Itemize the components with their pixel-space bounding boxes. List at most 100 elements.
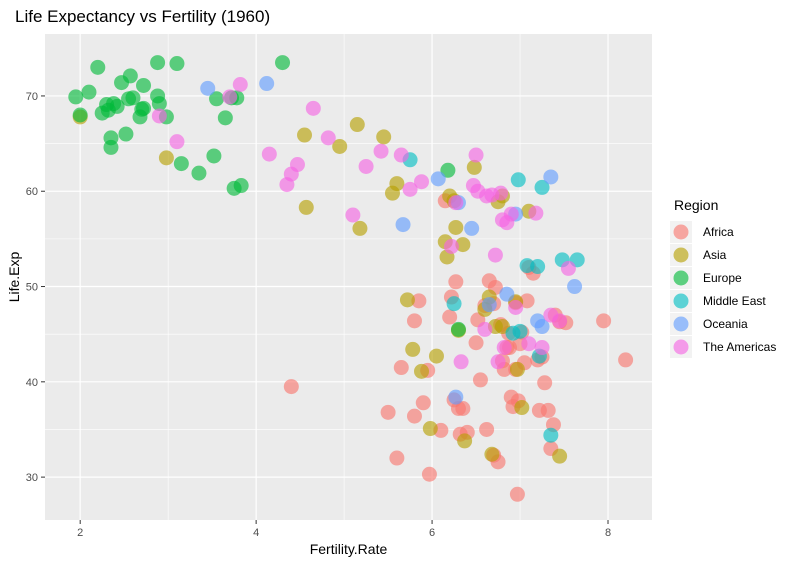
point-the-americas [222, 89, 238, 105]
point-the-americas [345, 207, 361, 223]
legend-label-africa: Africa [703, 225, 734, 239]
point-oceania [430, 171, 446, 187]
point-asia [376, 129, 392, 145]
x-axis-title: Fertility.Rate [310, 541, 388, 557]
point-asia [422, 421, 438, 437]
point-asia [298, 199, 314, 215]
y-axis-title: Life.Exp [6, 251, 22, 302]
point-middle-east [446, 296, 462, 312]
point-asia [484, 446, 500, 462]
point-middle-east [530, 259, 546, 275]
point-europe [72, 107, 88, 123]
point-africa [519, 293, 535, 309]
point-the-americas [289, 157, 305, 173]
point-africa [406, 408, 422, 424]
x-tick-label: 4 [253, 527, 259, 539]
point-africa [393, 360, 409, 376]
point-middle-east [534, 179, 550, 195]
legend: Region Africa Asia Europe Middle East Oceani… [670, 197, 776, 358]
point-the-americas [560, 260, 576, 276]
y-tick-label: 50 [26, 282, 38, 294]
point-asia [509, 361, 525, 377]
point-the-americas [503, 206, 519, 222]
point-europe [81, 84, 97, 100]
point-the-americas [443, 239, 459, 255]
legend-swatch-oceania [673, 316, 689, 332]
point-asia [414, 363, 430, 379]
point-africa [618, 352, 634, 368]
x-tick-label: 2 [77, 527, 83, 539]
point-europe [136, 77, 152, 93]
point-asia [466, 159, 482, 175]
point-the-americas [508, 299, 524, 315]
point-africa [411, 293, 427, 309]
point-africa [596, 313, 612, 329]
point-the-americas [453, 354, 469, 370]
point-the-americas [402, 181, 418, 197]
legend-label-the-americas: The Americas [703, 340, 776, 354]
point-the-americas [493, 185, 509, 201]
point-asia [352, 220, 368, 236]
y-tick-label: 70 [26, 91, 38, 103]
point-the-americas [534, 340, 550, 356]
point-africa [509, 486, 525, 502]
point-africa [448, 274, 464, 290]
point-africa [455, 401, 471, 417]
x-tick-label: 6 [429, 527, 435, 539]
point-europe [136, 100, 152, 116]
point-africa [380, 404, 396, 420]
legend-label-asia: Asia [703, 248, 727, 262]
point-the-americas [528, 205, 544, 221]
y-tick-label: 30 [26, 472, 38, 484]
point-middle-east [543, 427, 559, 443]
legend-swatch-africa [673, 224, 689, 240]
point-africa [389, 450, 405, 466]
legend-label-europe: Europe [703, 271, 742, 285]
point-europe [118, 126, 134, 142]
point-the-americas [414, 174, 430, 190]
point-oceania [200, 80, 216, 96]
point-the-americas [169, 134, 185, 150]
point-the-americas [151, 108, 167, 124]
point-the-americas [320, 130, 336, 146]
point-the-americas [468, 147, 484, 163]
point-asia [399, 292, 415, 308]
point-europe [68, 89, 84, 105]
point-africa [283, 379, 299, 395]
point-oceania [543, 169, 559, 185]
point-europe [233, 178, 249, 194]
data-points [68, 55, 634, 502]
legend-swatch-europe [673, 270, 689, 286]
point-asia [552, 448, 568, 464]
point-oceania [395, 217, 411, 233]
point-the-americas [305, 100, 321, 116]
axis-ticks: 2 4 6 8 30 40 50 60 70 [26, 91, 611, 539]
point-the-americas [448, 195, 464, 211]
chart-title: Life Expectancy vs Fertility (1960) [15, 7, 270, 26]
point-europe [206, 148, 222, 164]
point-the-americas [477, 321, 493, 337]
point-europe [125, 90, 141, 106]
point-oceania [464, 220, 480, 236]
point-asia [428, 348, 444, 364]
point-asia [297, 127, 313, 143]
point-middle-east [512, 323, 528, 339]
point-europe [191, 165, 207, 181]
point-africa [421, 466, 437, 482]
point-europe [217, 110, 233, 126]
legend-swatch-middle-east [673, 293, 689, 309]
point-asia [514, 400, 530, 416]
point-asia [389, 176, 405, 192]
point-africa [415, 395, 431, 411]
y-tick-label: 40 [26, 377, 38, 389]
point-asia [158, 150, 174, 166]
point-the-americas [521, 336, 537, 352]
point-europe [440, 162, 456, 178]
y-tick-label: 60 [26, 186, 38, 198]
point-europe [150, 55, 166, 71]
point-oceania [259, 76, 275, 92]
point-the-americas [232, 77, 248, 93]
point-europe [450, 321, 466, 337]
